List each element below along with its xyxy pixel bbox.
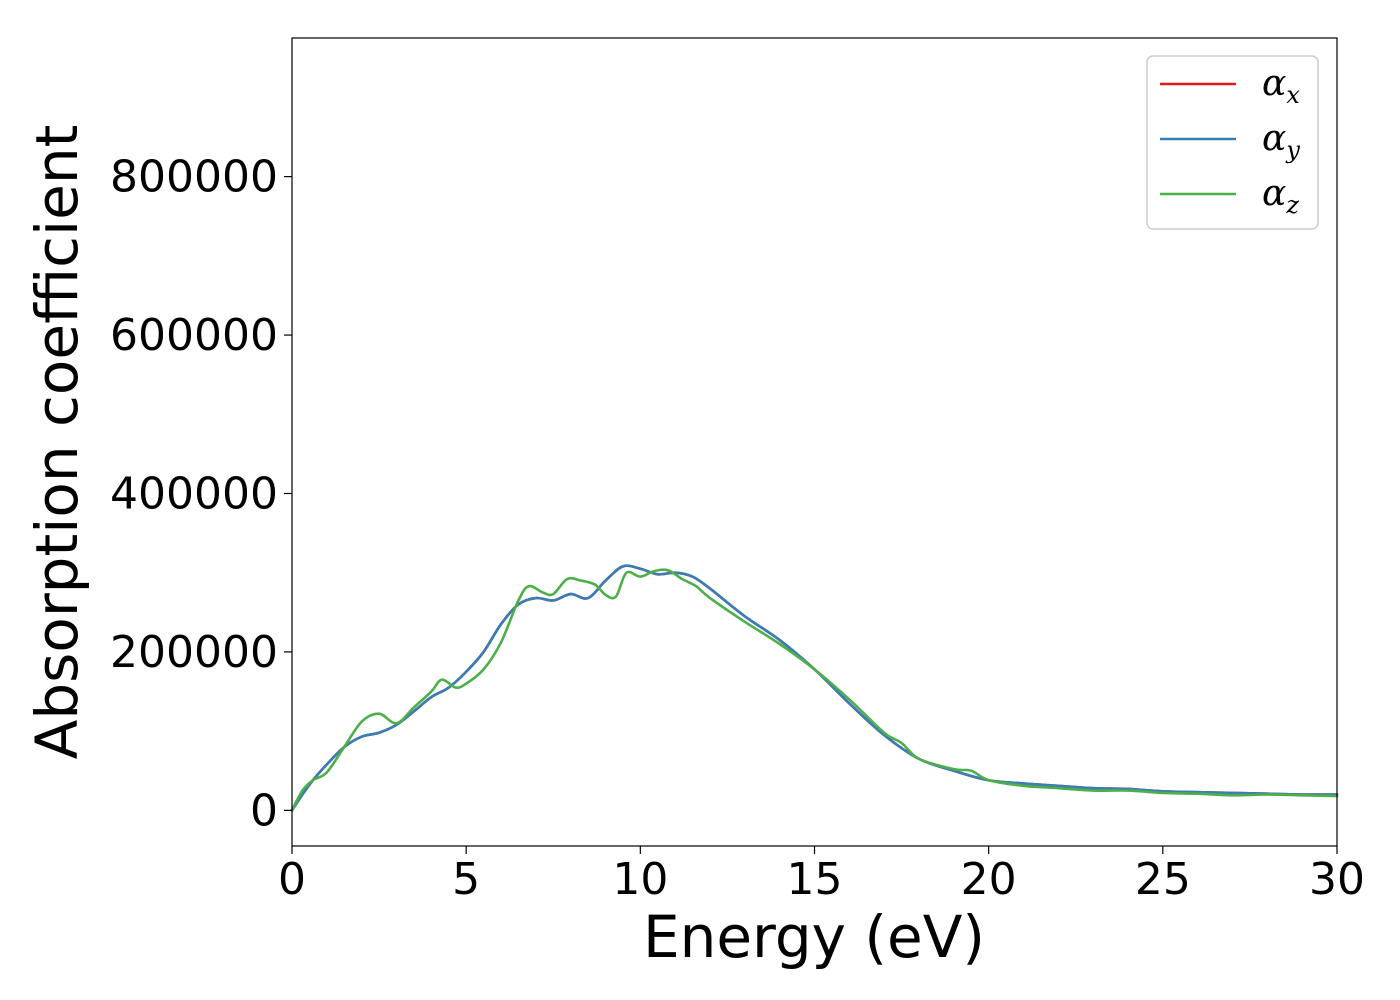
- x-axis-label: Energy (eV): [643, 903, 985, 971]
- y-axis: 0 200000 400000 600000 800000: [110, 152, 292, 836]
- x-tick-label: 5: [452, 854, 480, 905]
- y-tick-label: 0: [250, 785, 278, 836]
- legend-label-z: αz: [1262, 173, 1299, 219]
- legend-box: [1146, 55, 1319, 230]
- legend-label-y: αy: [1262, 118, 1300, 164]
- y-tick-label: 600000: [110, 310, 278, 361]
- x-tick-label: 25: [1135, 854, 1191, 905]
- x-tick-label: 10: [612, 854, 668, 905]
- y-tick-label: 800000: [110, 152, 278, 203]
- y-tick-label: 400000: [110, 468, 278, 519]
- x-tick-label: 20: [961, 854, 1017, 905]
- x-tick-label: 0: [278, 854, 306, 905]
- y-tick-label: 200000: [110, 627, 278, 678]
- series-line-z: [290, 568, 1339, 812]
- x-tick-label: 30: [1309, 854, 1365, 905]
- legend-label-x: αx: [1262, 63, 1300, 109]
- series-layer: [290, 564, 1339, 812]
- x-axis: 0 5 10 15 20 25 30: [278, 846, 1365, 905]
- legend: αx αy αz: [1146, 55, 1319, 230]
- x-tick-label: 15: [787, 854, 843, 905]
- y-axis-label: Absorption coefficient: [23, 125, 91, 760]
